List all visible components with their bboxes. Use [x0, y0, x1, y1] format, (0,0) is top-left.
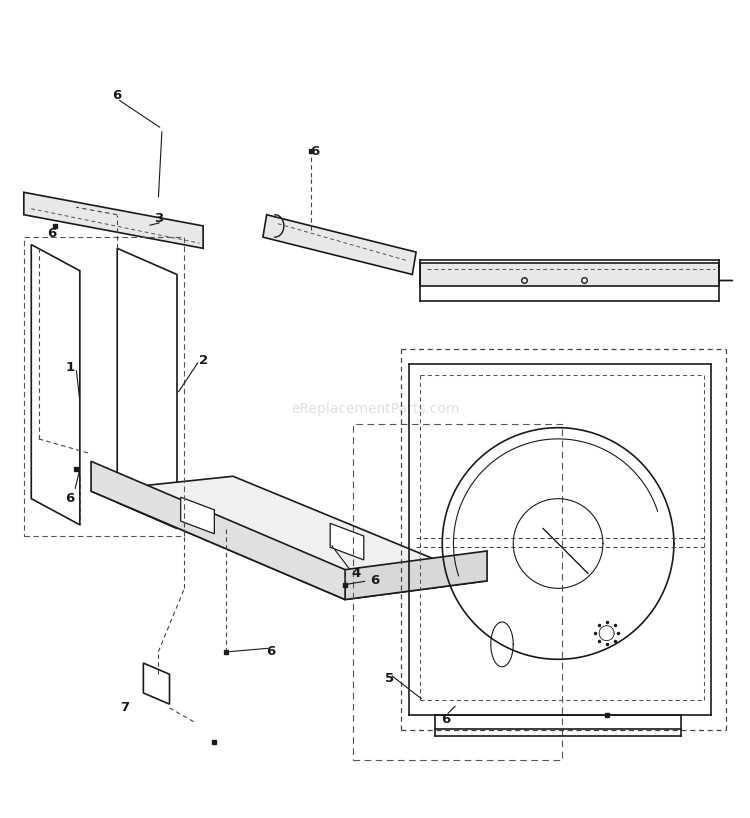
Text: 3: 3 — [154, 212, 163, 225]
Text: 7: 7 — [120, 701, 129, 714]
Polygon shape — [181, 497, 214, 534]
Text: 2: 2 — [199, 354, 208, 367]
Polygon shape — [420, 263, 718, 285]
Text: 6: 6 — [65, 492, 75, 506]
Text: 6: 6 — [112, 88, 122, 101]
Text: 6: 6 — [46, 227, 56, 240]
Text: 6: 6 — [266, 645, 275, 658]
Text: 6: 6 — [370, 574, 380, 587]
Polygon shape — [91, 476, 487, 600]
Polygon shape — [24, 192, 203, 249]
Polygon shape — [91, 461, 345, 600]
Text: eReplacementParts.com: eReplacementParts.com — [291, 402, 459, 416]
Polygon shape — [345, 551, 487, 600]
Polygon shape — [263, 214, 416, 275]
Text: 1: 1 — [65, 362, 75, 375]
Text: 6: 6 — [441, 712, 451, 726]
Polygon shape — [330, 524, 364, 560]
Text: 4: 4 — [352, 567, 361, 580]
Text: 5: 5 — [386, 672, 394, 685]
Text: 6: 6 — [310, 145, 320, 158]
